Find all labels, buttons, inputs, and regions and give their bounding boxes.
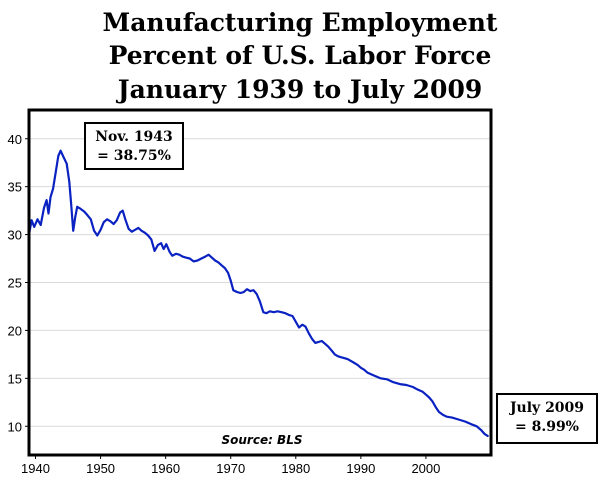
y-tick-label-25: 25 (8, 276, 22, 291)
latest-annotation-line-2: = 8.99% (515, 419, 579, 435)
peak-annotation-line-2: = 38.75% (97, 148, 171, 164)
series-line-0 (27, 149, 489, 437)
y-tick-label-10: 10 (8, 419, 22, 434)
x-tick-label-1950: 1950 (86, 461, 115, 476)
peak-annotation-box (84, 122, 184, 170)
x-axis-ticks: 1940 1950 1960 1970 1980 1990 2000 (21, 455, 440, 476)
y-tick-label-20: 20 (8, 323, 22, 338)
x-tick-label-2000: 2000 (411, 461, 440, 476)
chart-title-line-3: January 1939 to July 2009 (116, 75, 483, 104)
x-tick-label-1980: 1980 (281, 461, 310, 476)
plot-frame (27, 108, 493, 457)
x-tick-label-1960: 1960 (151, 461, 180, 476)
source-label: Source: BLS (221, 433, 302, 447)
series (27, 149, 489, 437)
chart-title-line-1: Manufacturing Employment (103, 8, 498, 37)
chart-title-line-2: Percent of U.S. Labor Force (109, 41, 492, 70)
y-axis-ticks: 10 15 20 25 30 35 40 (8, 132, 29, 434)
y-tick-label-35: 35 (8, 180, 22, 195)
y-tick-label-40: 40 (8, 132, 22, 147)
x-tick-label-1940: 1940 (21, 461, 50, 476)
latest-annotation-box (496, 393, 598, 444)
x-tick-label-1970: 1970 (216, 461, 245, 476)
chart-title: Manufacturing Employment Percent of U.S.… (103, 8, 498, 104)
latest-annotation: July 2009 = 8.99% (496, 393, 598, 444)
annotations: Nov. 1943 = 38.75% July 2009 = 8.99% (84, 122, 598, 444)
x-tick-label-1990: 1990 (346, 461, 375, 476)
latest-annotation-line-1: July 2009 (508, 400, 584, 416)
peak-annotation-line-1: Nov. 1943 (95, 129, 173, 145)
y-tick-label-15: 15 (8, 371, 22, 386)
gridlines (29, 138, 491, 427)
peak-annotation: Nov. 1943 = 38.75% (84, 122, 184, 170)
y-tick-label-30: 30 (8, 228, 22, 243)
